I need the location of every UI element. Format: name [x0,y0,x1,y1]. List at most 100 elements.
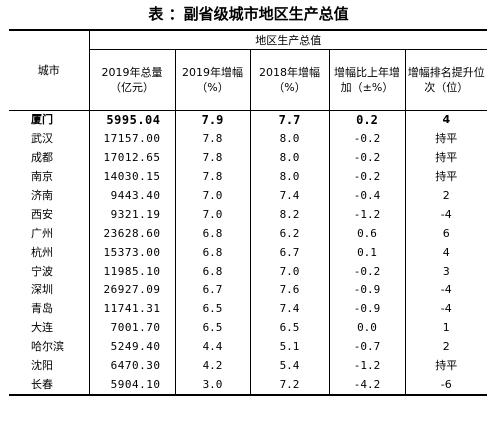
cell-total-2019: 15373.00 [88,243,175,263]
table-row: 青岛 11741.31 6.5 7.4 -0.9 -4 [9,299,488,319]
cell-city: 南京 [31,170,53,184]
cell-rank-change: 2 [404,337,488,357]
cell-growth-2019: 6.8 [174,243,250,263]
header-growth-diff: 增幅比上年增加（±%） [328,49,405,111]
cell-growth-2019: 6.7 [174,281,250,300]
cell-growth-diff: -0.2 [328,167,405,187]
cell-growth-2019: 6.5 [174,318,250,338]
cell-growth-2019: 7.0 [174,205,250,225]
cell-rank-change: 3 [404,262,488,282]
cell-total-2019: 11985.10 [88,262,175,282]
cell-growth-diff: -0.4 [328,186,405,206]
cell-total-2019: 9321.19 [88,205,175,225]
table-row: 沈阳 6470.30 4.2 5.4 -1.2 持平 [9,356,488,376]
cell-growth-diff: 0.1 [328,243,405,263]
cell-growth-diff: -0.9 [328,299,405,319]
cell-total-2019: 9443.40 [88,186,175,206]
cell-city: 哈尔滨 [31,340,64,354]
cell-growth-diff: -0.2 [328,129,405,149]
table-row: 南京 14030.15 7.8 8.0 -0.2 持平 [9,167,488,187]
cell-growth-2018: 8.2 [249,205,329,225]
table-row: 深圳 26927.09 6.7 7.6 -0.9 -4 [9,281,488,300]
cell-growth-2019: 7.8 [174,167,250,187]
cell-rank-change: 4 [404,110,488,130]
cell-rank-change: -4 [404,205,488,225]
cell-growth-2019: 7.8 [174,129,250,149]
cell-growth-diff: 0.0 [328,318,405,338]
cell-city: 深圳 [31,283,53,297]
cell-city: 广州 [31,226,53,240]
table-row: 成都 17012.65 7.8 8.0 -0.2 持平 [9,148,488,168]
cell-growth-diff: -0.7 [328,337,405,357]
cell-city: 大连 [31,321,53,335]
cell-growth-2019: 7.8 [174,148,250,168]
cell-growth-2019: 3.0 [174,375,250,396]
table-row: 宁波 11985.10 6.8 7.0 -0.2 3 [9,262,488,282]
cell-total-2019: 5995.04 [88,110,175,130]
cell-growth-2018: 5.4 [249,356,329,376]
cell-total-2019: 5249.40 [88,337,175,357]
cell-rank-change: 1 [404,318,488,338]
cell-growth-2019: 6.8 [174,262,250,282]
cell-city: 沈阳 [31,359,53,373]
cell-growth-diff: 0.6 [328,224,405,244]
cell-rank-change: -4 [404,299,488,319]
cell-growth-diff: -0.2 [328,262,405,282]
cell-growth-2018: 7.6 [249,281,329,300]
cell-rank-change: 持平 [404,356,488,376]
cell-growth-diff: -0.9 [328,281,405,300]
cell-growth-2018: 7.7 [249,110,329,130]
table-row: 杭州 15373.00 6.8 6.7 0.1 4 [9,243,488,263]
cell-city: 宁波 [31,264,53,278]
header-total-2019: 2019年总量（亿元） [88,49,175,111]
cell-city: 济南 [31,189,53,202]
cell-rank-change: -4 [404,281,488,300]
cell-rank-change: 持平 [404,167,488,187]
cell-total-2019: 23628.60 [88,224,175,244]
cell-total-2019: 17157.00 [88,129,175,149]
cell-total-2019: 14030.15 [88,167,175,187]
cell-city: 杭州 [31,245,53,259]
cell-growth-2019: 7.0 [174,186,250,206]
table-row: 西安 9321.19 7.0 8.2 -1.2 -4 [9,205,488,225]
cell-total-2019: 5904.10 [88,375,175,396]
table-body: 厦门 5995.04 7.9 7.7 0.2 4 武汉 17157.00 7.8 8.0 -0.2 持… [9,110,488,396]
cell-growth-2019: 6.8 [174,224,250,244]
table-row: 长春 5904.10 3.0 7.2 -4.2 -6 [9,375,488,396]
cell-total-2019: 6470.30 [88,356,175,376]
cell-rank-change: 2 [404,186,488,206]
header-city: 城市 [9,30,89,111]
cell-city: 厦门 [31,113,53,127]
cell-rank-change: 4 [404,243,488,263]
cell-growth-diff: -0.2 [328,148,405,168]
cell-rank-change: -6 [404,375,488,396]
table-row: 大连 7001.70 6.5 6.5 0.0 1 [9,318,488,338]
cell-total-2019: 7001.70 [88,318,175,338]
cell-total-2019: 11741.31 [88,299,175,319]
cell-rank-change: 6 [404,224,488,244]
cell-growth-2018: 7.4 [249,299,329,319]
cell-growth-2018: 8.0 [249,129,329,149]
cell-growth-2018: 7.4 [249,186,329,206]
cell-city: 武汉 [31,132,53,146]
cell-growth-2018: 6.2 [249,224,329,244]
cell-growth-diff: -4.2 [328,375,405,396]
cell-city: 青岛 [31,302,53,316]
cell-growth-2018: 6.7 [249,243,329,263]
cell-total-2019: 26927.09 [88,281,175,300]
cell-growth-2019: 6.5 [174,299,250,319]
cell-rank-change: 持平 [404,129,488,149]
table-row: 广州 23628.60 6.8 6.2 0.6 6 [9,224,488,244]
cell-city: 长春 [31,377,53,391]
table-row: 武汉 17157.00 7.8 8.0 -0.2 持平 [9,129,488,149]
gdp-table: 城市 地区生产总值 2019年总量（亿元） 2019年增幅（%） 2018年增幅… [9,29,488,397]
table-row: 济南 9443.40 7.0 7.4 -0.4 2 [9,186,488,206]
header-group: 地区生产总值 [88,30,488,50]
cell-growth-2018: 5.1 [249,337,329,357]
cell-city: 西安 [31,207,53,221]
cell-growth-2018: 8.0 [249,148,329,168]
cell-total-2019: 17012.65 [88,148,175,168]
cell-growth-diff: -1.2 [328,205,405,225]
cell-growth-2018: 7.0 [249,262,329,282]
cell-growth-2018: 8.0 [249,167,329,187]
